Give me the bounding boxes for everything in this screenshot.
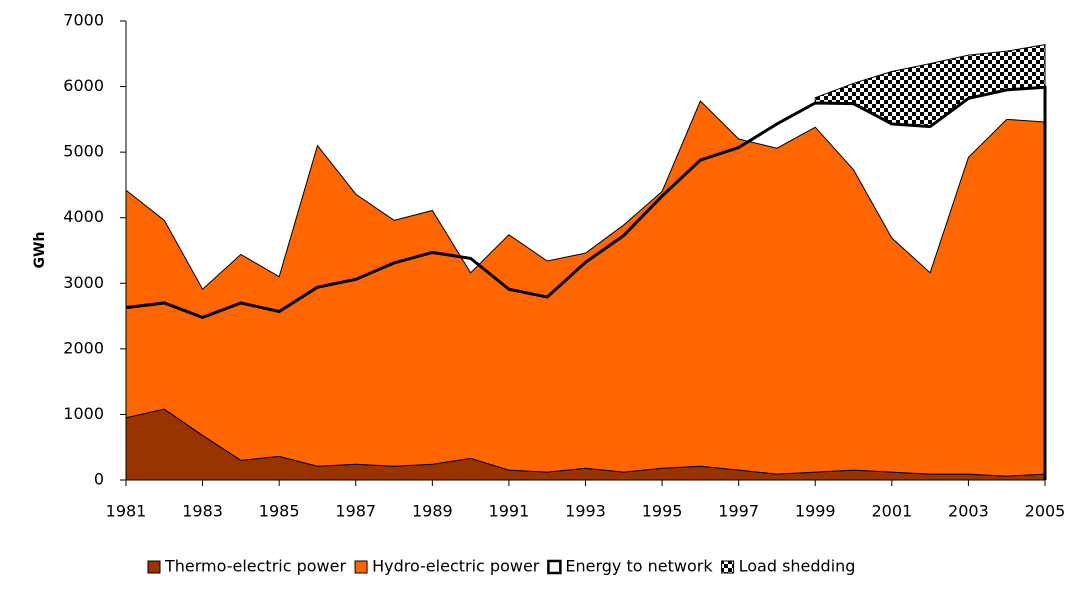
x-tick-label: 2005 [1025, 502, 1066, 521]
x-tick-label: 1981 [106, 502, 147, 521]
legend-label: Energy to network [565, 557, 713, 576]
x-tick-label: 1987 [335, 502, 376, 521]
y-tick-label: 4000 [63, 207, 104, 226]
energy-line [125, 85, 1047, 480]
y-tick-label: 7000 [63, 11, 104, 30]
legend: Thermo-electric power Hydro-electric powe… [147, 557, 856, 576]
x-tick-label: 1993 [565, 502, 606, 521]
x-tick-label: 1991 [489, 502, 530, 521]
x-tick-label: 1995 [642, 502, 683, 521]
legend-swatch [147, 560, 161, 574]
y-tick-label: 0 [94, 470, 104, 489]
y-tick-label: 3000 [63, 273, 104, 292]
x-tick-label: 2003 [948, 502, 989, 521]
legend-label: Hydro-electric power [372, 557, 540, 576]
y-tick-label: 1000 [63, 404, 104, 423]
x-tick-label: 1989 [412, 502, 453, 521]
y-tick-label: 5000 [63, 142, 104, 161]
y-axis-label: GWh [32, 232, 48, 269]
x-tick-label: 2001 [871, 502, 912, 521]
y-tick-label: 6000 [63, 76, 104, 95]
x-tick-label: 1997 [718, 502, 759, 521]
x-tick-label: 1999 [795, 502, 836, 521]
x-tick-label: 1983 [182, 502, 223, 521]
x-tick-label: 1985 [259, 502, 300, 521]
legend-label: Load shedding [739, 557, 856, 576]
legend-swatch [721, 560, 735, 574]
legend-label: Thermo-electric power [164, 557, 346, 576]
legend-swatch [547, 559, 562, 575]
legend-swatch [354, 560, 368, 574]
y-tick-label: 2000 [63, 338, 104, 357]
